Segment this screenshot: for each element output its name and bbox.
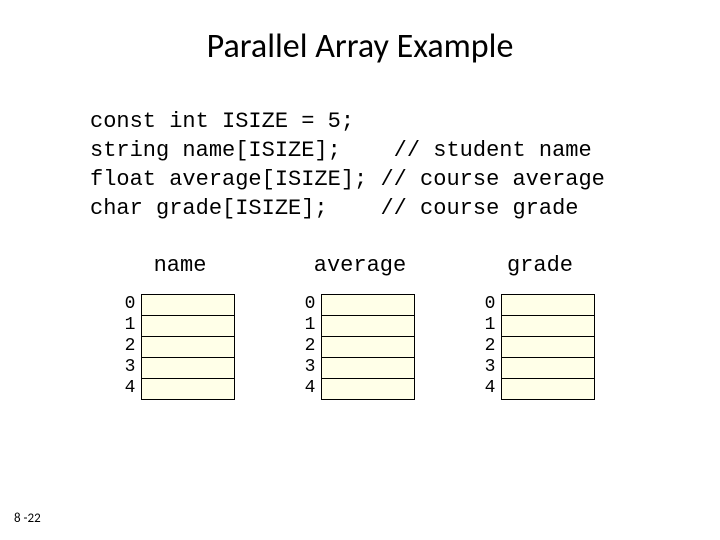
index: 0 [125, 294, 136, 315]
array-col-average: average 0 1 2 3 4 [305, 253, 416, 400]
array-cell [142, 316, 234, 337]
index: 3 [125, 357, 136, 378]
array-indices: 0 1 2 3 4 [125, 294, 136, 399]
array-indices: 0 1 2 3 4 [485, 294, 496, 399]
array-cell [502, 295, 594, 316]
array-cell [322, 337, 414, 358]
array-cell [142, 295, 234, 316]
page-number: 8 -22 [14, 511, 41, 526]
array-cell [502, 358, 594, 379]
index: 1 [485, 315, 496, 336]
array-cell [322, 295, 414, 316]
array-col-grade: grade 0 1 2 3 4 [485, 253, 596, 400]
index: 3 [485, 357, 496, 378]
array-cell [142, 358, 234, 379]
index: 1 [305, 315, 316, 336]
index: 2 [485, 336, 496, 357]
array-cell [322, 358, 414, 379]
index: 1 [125, 315, 136, 336]
index: 2 [125, 336, 136, 357]
array-boxes [141, 294, 235, 400]
arrays-row: name 0 1 2 3 4 average [90, 253, 630, 400]
slide: Parallel Array Example const int ISIZE =… [0, 0, 720, 540]
array-cell [322, 379, 414, 400]
array-cell [142, 337, 234, 358]
array-cell [502, 379, 594, 400]
array-label: average [305, 253, 416, 278]
array-cell [502, 316, 594, 337]
array-cell [322, 316, 414, 337]
array-boxes [501, 294, 595, 400]
array-label: grade [485, 253, 596, 278]
index: 4 [305, 378, 316, 399]
index: 0 [485, 294, 496, 315]
array-cell [142, 379, 234, 400]
index: 4 [125, 378, 136, 399]
index: 0 [305, 294, 316, 315]
array-cells: 0 1 2 3 4 [305, 294, 416, 400]
array-boxes [321, 294, 415, 400]
code-block: const int ISIZE = 5; string name[ISIZE];… [90, 107, 680, 223]
array-cells: 0 1 2 3 4 [125, 294, 236, 400]
index: 3 [305, 357, 316, 378]
array-label: name [125, 253, 236, 278]
array-indices: 0 1 2 3 4 [305, 294, 316, 399]
page-title: Parallel Array Example [40, 26, 680, 67]
array-col-name: name 0 1 2 3 4 [125, 253, 236, 400]
index: 2 [305, 336, 316, 357]
index: 4 [485, 378, 496, 399]
array-cell [502, 337, 594, 358]
array-cells: 0 1 2 3 4 [485, 294, 596, 400]
